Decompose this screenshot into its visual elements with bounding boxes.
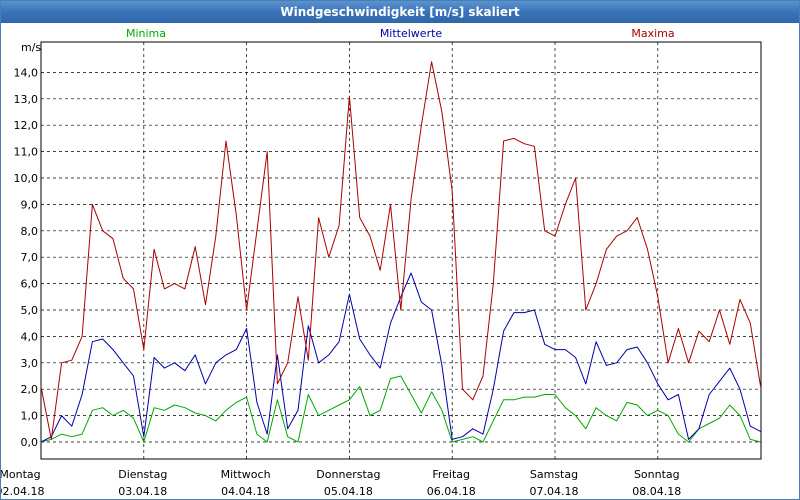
y-tick-label: 14,0 xyxy=(14,66,39,79)
y-tick-label: 12,0 xyxy=(14,119,39,132)
legend-mittelwerte: Mittelwerte xyxy=(380,27,443,40)
y-tick-label: 0,0 xyxy=(21,436,39,449)
x-tick-date: 06.04.18 xyxy=(427,485,476,498)
y-tick-label: 1,0 xyxy=(21,410,39,423)
y-tick-label: 7,0 xyxy=(21,251,39,264)
x-tick-day: Sonntag xyxy=(634,468,680,481)
x-tick-day: Montag xyxy=(1,468,41,481)
y-tick-label: 8,0 xyxy=(21,225,39,238)
y-tick-label: 13,0 xyxy=(14,93,39,106)
y-tick-label: 4,0 xyxy=(21,330,39,343)
chart-title: Windgeschwindigkeit [m/s] skaliert xyxy=(1,1,799,23)
x-tick-day: Freitag xyxy=(432,468,470,481)
x-tick-day: Dienstag xyxy=(118,468,167,481)
series-mittelwerte-line xyxy=(40,272,761,443)
x-tick-date: 08.04.18 xyxy=(632,485,681,498)
y-tick-label: 3,0 xyxy=(21,357,39,370)
x-tick-date: 05.04.18 xyxy=(324,485,373,498)
x-tick-date: 04.04.18 xyxy=(221,485,270,498)
y-tick-label: 9,0 xyxy=(21,198,39,211)
series-minima-line xyxy=(40,375,761,443)
x-tick-day: Samstag xyxy=(530,468,578,481)
y-tick-label: 2,0 xyxy=(21,383,39,396)
y-tick-label: 11,0 xyxy=(14,146,39,159)
legend-minima: Minima xyxy=(126,27,166,40)
x-tick-date: 02.04.18 xyxy=(1,485,44,498)
series-maxima-line xyxy=(40,61,762,440)
y-tick-label: 6,0 xyxy=(21,278,39,291)
y-tick-label: 5,0 xyxy=(21,304,39,317)
x-tick-day: Donnerstag xyxy=(316,468,380,481)
y-tick-label: 10,0 xyxy=(14,172,39,185)
y-axis-unit: m/s xyxy=(21,41,41,54)
x-tick-day: Mittwoch xyxy=(221,468,271,481)
plot-area xyxy=(40,41,762,460)
x-tick-date: 03.04.18 xyxy=(118,485,167,498)
x-tick-date: 07.04.18 xyxy=(530,485,579,498)
legend-maxima: Maxima xyxy=(631,27,674,40)
chart-canvas: Minima Mittelwerte Maxima m/s 0,0 1,0 2,0 3… xyxy=(1,27,762,498)
